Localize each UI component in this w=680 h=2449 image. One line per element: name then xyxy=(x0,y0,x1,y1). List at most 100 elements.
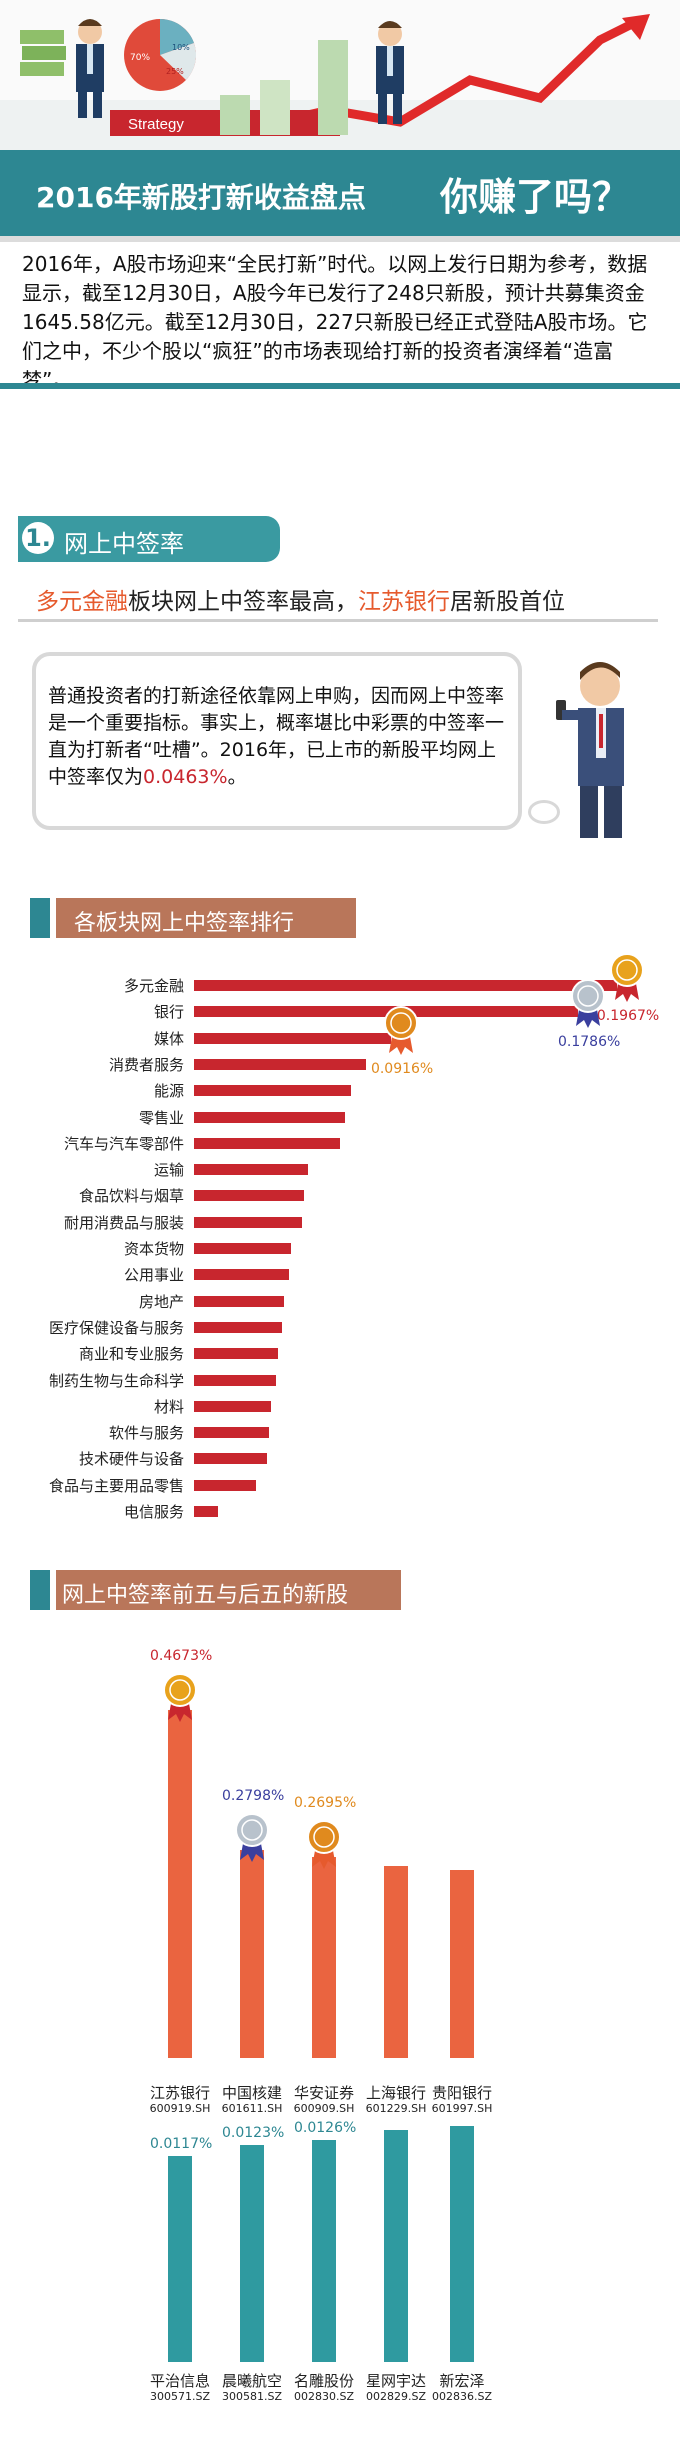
stock-name: 星网宇达 xyxy=(365,2372,426,2390)
sector-bar xyxy=(194,1216,302,1228)
sector-bar xyxy=(194,1111,345,1123)
stock-name: 新宏泽 xyxy=(439,2372,485,2390)
medal-icon xyxy=(307,1820,341,1870)
strategy-label: Strategy xyxy=(128,116,184,133)
subtitle-highlight-stock: 江苏银行 xyxy=(358,589,450,615)
pie-label-25: 25% xyxy=(166,67,184,76)
sector-bar xyxy=(194,1164,308,1176)
stock-name: 平治信息 xyxy=(149,2372,210,2390)
sector-bar xyxy=(194,1479,257,1491)
chart2-header xyxy=(56,1570,401,1610)
stock-code: 601229.SH xyxy=(365,2102,427,2115)
bar-label: 资本货物 xyxy=(123,1240,184,1258)
stock-code: 601997.SH xyxy=(431,2102,493,2115)
title-stripe xyxy=(0,236,680,242)
businessman-right-icon xyxy=(376,21,404,124)
stock-name: 名雕股份 xyxy=(293,2372,354,2390)
column-value-label: 0.0123% xyxy=(222,2125,285,2142)
bar-label: 技术硬件与设备 xyxy=(78,1450,184,1469)
pie-label-10: 10% xyxy=(172,43,190,52)
chart2-title: 网上中签率前五与后五的新股 xyxy=(62,1583,349,1608)
stock-name: 华安证券 xyxy=(293,2084,354,2102)
stock-code: 002830.SZ xyxy=(293,2390,354,2403)
stock-code: 002829.SZ xyxy=(365,2390,426,2403)
bar-label: 耐用消费品与服装 xyxy=(63,1213,184,1232)
section1-title: 网上中签率 xyxy=(64,530,184,558)
top5-column xyxy=(384,1865,408,2058)
bar-label: 媒体 xyxy=(153,1029,184,1048)
column-value-label: 0.0117% xyxy=(150,2135,213,2152)
stock-column-chart: 0.4673% 江苏银行 600919.SH 0.2798% 中国核建 601611.SH… xyxy=(0,1620,680,2420)
medal-icon xyxy=(163,1673,197,1722)
bottom5-column xyxy=(384,2129,408,2362)
sector-bar xyxy=(194,1006,578,1018)
chart1-header-square xyxy=(30,898,50,938)
section1-divider xyxy=(18,619,658,622)
stock-name: 上海银行 xyxy=(365,2084,426,2102)
sector-bar xyxy=(194,1269,289,1281)
section1-tab xyxy=(18,516,280,562)
speech-bubble xyxy=(32,652,522,830)
stock-code: 300571.SZ xyxy=(149,2390,210,2403)
sector-bar-chart: 多元金融 0.1967% 银行 0.1786% 媒体 0.0916% 消费者服务 能源 零售业汽… xyxy=(0,953,680,1521)
stock-name: 贵阳银行 xyxy=(431,2084,492,2102)
businessman-left-icon xyxy=(76,19,104,118)
speech-bubble-tail xyxy=(528,800,560,824)
hero-graphic: Strategy 70% 10% 25% xyxy=(0,14,680,150)
subtitle-end: 居新股首位 xyxy=(450,589,565,615)
page-tagline: 你赚了吗？ xyxy=(440,174,631,219)
bar-value-label: 0.1786% xyxy=(557,1034,621,1051)
sector-bar xyxy=(194,980,617,991)
sector-bar xyxy=(194,1321,283,1333)
bar-label: 商业和专业服务 xyxy=(78,1345,184,1364)
bar-label: 制药生物与生命科学 xyxy=(48,1371,184,1390)
stock-name: 江苏银行 xyxy=(149,2084,210,2102)
hero-illustration: Strategy 70% 10% 25% xyxy=(0,0,680,150)
sector-bar xyxy=(194,1032,391,1044)
top5-column xyxy=(312,1857,336,2058)
column-value-label: 0.0126% xyxy=(294,2120,357,2137)
medal-icon xyxy=(570,979,605,1029)
stock-code: 002836.SZ xyxy=(431,2390,492,2403)
sector-bar xyxy=(194,1190,304,1202)
stock-name: 晨曦航空 xyxy=(221,2372,282,2390)
money-stack-icon xyxy=(20,30,66,76)
bottom5-column xyxy=(168,2155,192,2362)
column-value-label: 0.2798% xyxy=(222,1787,285,1804)
sector-bar xyxy=(194,1453,268,1465)
stock-code: 600919.SH xyxy=(149,2102,211,2115)
bar-label: 运输 xyxy=(153,1161,184,1180)
sector-bar xyxy=(194,1506,218,1517)
pie-label-70: 70% xyxy=(130,53,150,63)
column-value-label: 0.2695% xyxy=(294,1795,357,1812)
bar-value-label: 0.1967% xyxy=(596,1008,660,1024)
bar-label: 公用事业 xyxy=(123,1266,184,1285)
bar-label: 能源 xyxy=(153,1082,184,1101)
bar-label: 房地产 xyxy=(138,1292,184,1311)
sector-bar xyxy=(194,1427,270,1439)
medal-icon xyxy=(609,953,644,1002)
medal-icon xyxy=(235,1812,269,1862)
stock-code: 300581.SZ xyxy=(221,2390,282,2403)
coin-stacks-icon xyxy=(220,40,348,135)
sector-bar xyxy=(194,1374,276,1386)
subtitle-text: 板块网上中签率最高， xyxy=(128,589,358,615)
bar-label: 医疗保健设备与服务 xyxy=(48,1318,184,1337)
top5-column xyxy=(240,1849,264,2058)
bar-label: 消费者服务 xyxy=(108,1055,184,1074)
businessman-phone-icon xyxy=(556,662,624,838)
title-banner xyxy=(0,150,680,236)
intro-divider xyxy=(0,383,680,389)
column-value-label: 0.4673% xyxy=(150,1648,213,1664)
bar-label: 材料 xyxy=(153,1397,184,1416)
section1-number: 1. xyxy=(22,522,54,554)
medal-icon xyxy=(383,1005,418,1055)
bubble-average-rate: 0.0463% xyxy=(143,766,228,788)
stock-code: 601611.SH xyxy=(221,2102,283,2115)
chart2-header-square xyxy=(30,1570,50,1610)
bar-label: 多元金融 xyxy=(123,977,184,995)
bottom5-column xyxy=(312,2140,336,2362)
sector-bar xyxy=(194,1137,341,1149)
bar-value-label: 0.0916% xyxy=(370,1060,434,1077)
sector-bar xyxy=(194,1295,285,1307)
